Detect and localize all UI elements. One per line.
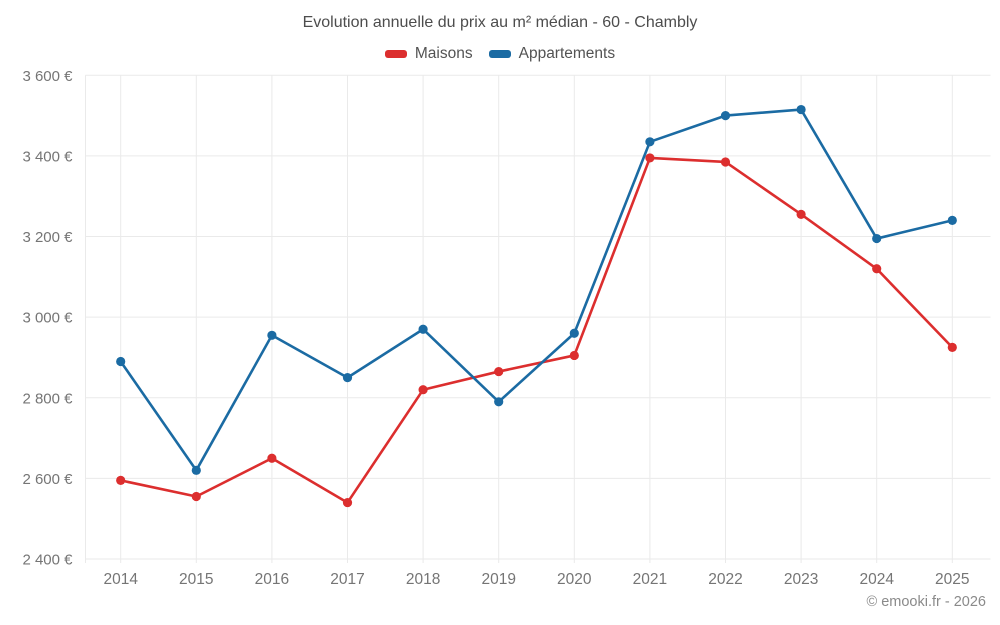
data-point-appartements-2022[interactable] bbox=[720, 111, 731, 121]
data-point-maisons-2015[interactable] bbox=[191, 491, 201, 502]
data-point-maisons-2021[interactable] bbox=[645, 153, 655, 163]
data-point-appartements-2023[interactable] bbox=[796, 104, 806, 115]
data-point-maisons-2017[interactable] bbox=[342, 497, 353, 508]
x-tick-label: 2024 bbox=[859, 571, 894, 588]
x-tick-label: 2020 bbox=[557, 571, 592, 588]
data-point-maisons-2018[interactable] bbox=[418, 385, 428, 395]
data-point-appartements-2016[interactable] bbox=[267, 330, 277, 340]
y-tick-label: 2 600 € bbox=[22, 471, 73, 488]
x-tick-label: 2025 bbox=[935, 571, 969, 588]
y-tick-label: 3 600 € bbox=[22, 68, 73, 85]
data-point-maisons-2022[interactable] bbox=[720, 157, 731, 167]
data-point-maisons-2014[interactable] bbox=[116, 475, 126, 485]
data-point-appartements-2018[interactable] bbox=[418, 324, 428, 334]
legend-label-maisons: Maisons bbox=[414, 45, 473, 62]
footer-credit: © emooki.fr - 2026 bbox=[866, 594, 986, 610]
legend-label-appartements: Appartements bbox=[518, 45, 616, 62]
data-point-appartements-2019[interactable] bbox=[494, 397, 504, 407]
x-tick-label: 2017 bbox=[330, 571, 364, 588]
data-point-appartements-2024[interactable] bbox=[872, 233, 882, 244]
y-tick-label: 3 200 € bbox=[22, 229, 73, 246]
data-point-maisons-2020[interactable] bbox=[569, 350, 579, 361]
legend-item-appartements[interactable]: Appartements bbox=[488, 45, 616, 63]
data-point-maisons-2025[interactable] bbox=[947, 342, 957, 352]
data-point-appartements-2020[interactable] bbox=[569, 328, 579, 338]
x-tick-label: 2023 bbox=[784, 571, 818, 588]
x-tick-label: 2016 bbox=[255, 571, 289, 588]
data-point-appartements-2015[interactable] bbox=[191, 465, 201, 475]
series-line-appartements bbox=[119, 108, 954, 472]
y-tick-label: 2 400 € bbox=[22, 552, 73, 569]
x-tick-label: 2018 bbox=[406, 571, 440, 588]
x-tick-label: 2019 bbox=[481, 571, 515, 588]
data-point-maisons-2016[interactable] bbox=[267, 453, 277, 463]
maisons-series-swatch-icon bbox=[384, 50, 407, 58]
legend-item-maisons[interactable]: Maisons bbox=[384, 45, 473, 63]
chart-legend: Maisons Appartements bbox=[0, 45, 1000, 63]
data-point-maisons-2023[interactable] bbox=[796, 209, 806, 219]
y-tick-label: 3 400 € bbox=[22, 148, 73, 165]
data-point-maisons-2019[interactable] bbox=[494, 366, 504, 377]
x-tick-label: 2021 bbox=[633, 571, 667, 588]
series-line-maisons bbox=[119, 156, 954, 504]
x-tick-label: 2022 bbox=[708, 571, 742, 588]
data-point-appartements-2017[interactable] bbox=[342, 373, 353, 383]
y-tick-label: 3 000 € bbox=[22, 310, 73, 327]
x-tick-label: 2014 bbox=[103, 571, 138, 588]
data-point-appartements-2021[interactable] bbox=[645, 137, 655, 147]
data-point-maisons-2024[interactable] bbox=[872, 264, 882, 274]
y-tick-label: 2 800 € bbox=[22, 390, 73, 407]
appartements-series-swatch-icon bbox=[488, 50, 511, 58]
chart-title: Evolution annuelle du prix au m² médian … bbox=[302, 14, 698, 31]
data-point-appartements-2025[interactable] bbox=[947, 215, 957, 226]
x-tick-label: 2015 bbox=[179, 571, 213, 588]
data-point-appartements-2014[interactable] bbox=[116, 356, 126, 367]
